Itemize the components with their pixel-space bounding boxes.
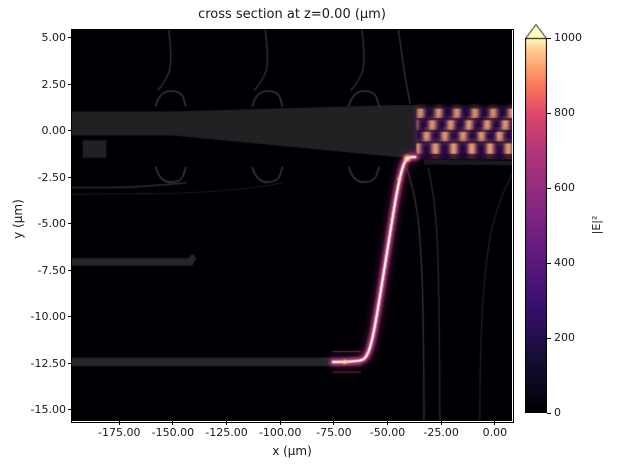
y-tick-mark <box>68 362 72 364</box>
x-tick-label: -75.00 <box>316 426 352 439</box>
colorbar-label: |E|² <box>590 215 603 235</box>
y-tick-mark <box>68 83 72 85</box>
x-tick-label: 0.00 <box>482 426 508 439</box>
colorbar-tick-label: 1000 <box>554 31 582 44</box>
x-tick-label: -100.00 <box>258 426 302 439</box>
y-tick-label: -15.00 <box>30 403 66 417</box>
colorbar-tick-mark <box>547 112 551 114</box>
field-heatmap-canvas <box>72 30 512 421</box>
colorbar-tick-label: 800 <box>554 106 575 119</box>
x-tick-mark <box>118 421 120 425</box>
x-tick-label: -25.00 <box>423 426 459 439</box>
colorbar-tick-mark <box>547 262 551 264</box>
colorbar-tick-mark <box>547 187 551 189</box>
y-tick-mark <box>68 37 72 39</box>
colorbar-tick-mark <box>547 412 551 414</box>
x-tick-mark <box>494 421 496 425</box>
y-tick-mark <box>68 176 72 178</box>
x-tick-mark <box>279 421 281 425</box>
colorbar-tick-label: 600 <box>554 181 575 194</box>
colorbar <box>525 24 547 413</box>
y-tick-label: -10.00 <box>30 310 66 324</box>
y-tick-mark <box>68 269 72 271</box>
x-tick-mark <box>333 421 335 425</box>
y-tick-label: -12.50 <box>30 356 66 370</box>
y-tick-label: -5.00 <box>37 217 66 231</box>
y-tick-mark <box>68 223 72 225</box>
x-tick-label: -175.00 <box>97 426 141 439</box>
x-tick-label: -125.00 <box>205 426 248 439</box>
plot-title: cross section at z=0.00 (μm) <box>198 7 386 22</box>
colorbar-tick-label: 200 <box>554 331 575 344</box>
x-tick-mark <box>440 421 442 425</box>
y-tick-mark <box>68 409 72 411</box>
colorbar-tick-label: 0 <box>554 406 561 419</box>
y-tick-label: 2.50 <box>41 77 67 91</box>
x-tick-mark <box>172 421 174 425</box>
y-tick-mark <box>68 130 72 132</box>
colorbar-tick-mark <box>547 337 551 339</box>
y-tick-label: 5.00 <box>41 31 67 45</box>
y-tick-label: -2.50 <box>37 170 66 184</box>
x-tick-label: -150.00 <box>151 426 195 439</box>
x-tick-label: -50.00 <box>369 426 406 439</box>
x-tick-mark <box>226 421 228 425</box>
colorbar-tick-label: 400 <box>554 256 575 269</box>
y-tick-label: -7.50 <box>37 263 66 277</box>
y-tick-label: 0.00 <box>41 124 67 138</box>
x-axis-label: x (μm) <box>272 444 312 458</box>
x-tick-mark <box>387 421 388 425</box>
colorbar-tick-mark <box>547 37 551 39</box>
y-tick-mark <box>68 316 72 318</box>
